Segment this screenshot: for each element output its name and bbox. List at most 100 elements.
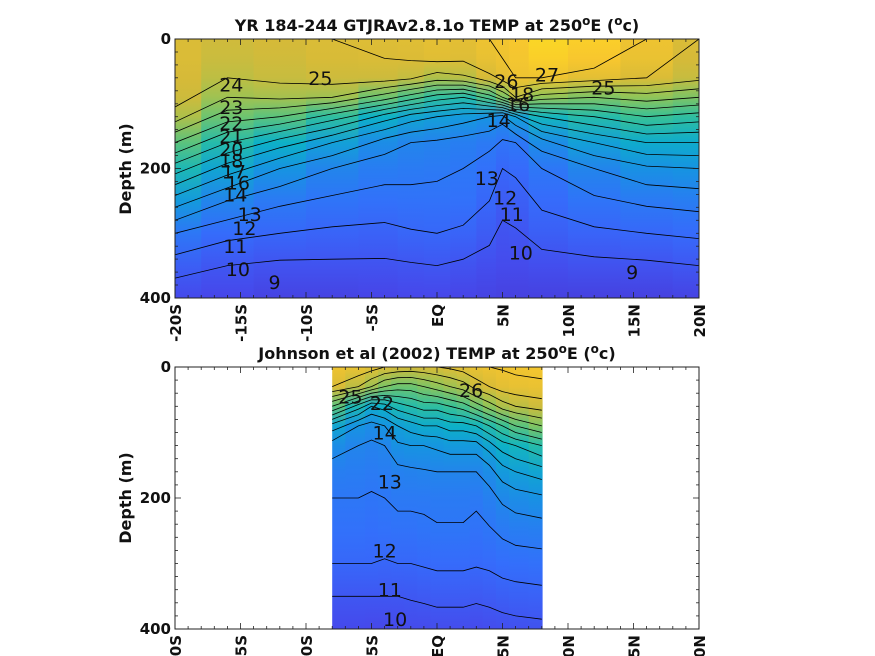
contour-line <box>332 595 542 620</box>
field-column <box>469 367 484 629</box>
x-tick-label: 10N <box>560 304 578 337</box>
contour-label: 22 <box>219 113 243 135</box>
contour-line <box>175 88 699 143</box>
contour-line <box>175 107 699 186</box>
contour-line <box>175 167 699 256</box>
contour-label: 22 <box>370 393 394 415</box>
field-column <box>358 39 399 298</box>
x-tick-label: -20S <box>167 304 185 342</box>
field-column <box>423 39 451 298</box>
contour-line <box>332 439 542 519</box>
y-tick-label: 400 <box>140 620 171 638</box>
top-panel: YR 184-244 GTJRAv2.8.1o TEMP at 250oE (o… <box>116 14 709 342</box>
bottom-y-axis-label: Depth (m) <box>116 452 135 544</box>
bottom-panel-title: Johnson et al (2002) TEMP at 250oE (oc) <box>257 342 615 363</box>
contour-line <box>332 558 542 586</box>
field-column <box>482 367 497 629</box>
contour-label: 25 <box>591 78 615 100</box>
contour-label: 18 <box>510 84 534 106</box>
contour-line <box>332 399 542 446</box>
contour-label: 16 <box>506 94 530 116</box>
x-tick-label: 15N <box>626 304 644 337</box>
contour-line <box>332 421 542 496</box>
contour-line <box>489 39 647 79</box>
contour-label: 26 <box>459 380 483 402</box>
contour-line <box>175 72 699 108</box>
x-tick-label: -20S <box>167 635 185 656</box>
contour-label: 20 <box>219 139 243 161</box>
field-column <box>430 367 445 629</box>
bottom-panel: Johnson et al (2002) TEMP at 250oE (oc) … <box>116 342 709 656</box>
field-column <box>443 367 458 629</box>
field-column <box>456 367 471 629</box>
contour-line <box>175 92 699 154</box>
contour-line <box>175 123 699 221</box>
contour-label: 10 <box>383 609 407 631</box>
x-tick-label: 20N <box>691 304 709 337</box>
contour-label: 9 <box>626 262 638 284</box>
contour-line <box>175 219 699 279</box>
contour-line <box>175 139 699 234</box>
contour-line <box>332 402 542 457</box>
contour-label: 10 <box>509 243 533 265</box>
contour-line <box>332 367 542 400</box>
contour-line <box>332 394 542 440</box>
bottom-axes: -20S -15S -10S -5S EQ 5N 10N 15N 20N 0 200 400 <box>140 358 709 656</box>
field-column <box>417 367 432 629</box>
contour-label: 14 <box>487 110 511 132</box>
contour-label: 12 <box>493 188 517 210</box>
y-tick-label: 0 <box>161 358 171 376</box>
contour-line <box>332 39 699 89</box>
field-column <box>528 367 543 629</box>
contour-line <box>332 383 542 427</box>
contour-line <box>332 389 542 433</box>
contour-label: 12 <box>232 218 256 240</box>
y-tick-label: 200 <box>140 489 171 507</box>
contour-label: 13 <box>475 168 499 190</box>
y-tick-label: 400 <box>140 289 171 307</box>
contour-label: 11 <box>223 236 247 258</box>
contour-label: 24 <box>219 74 243 96</box>
x-tick-label: -10S <box>298 304 316 342</box>
x-tick-label: 5N <box>495 635 513 656</box>
contour-line <box>332 370 542 411</box>
field-column <box>509 367 530 629</box>
x-tick-label: -15S <box>233 635 251 656</box>
x-tick-label: EQ <box>429 304 447 327</box>
contour-line <box>332 405 542 467</box>
bottom-plot-area: 25 22 26 14 13 12 11 10 <box>332 367 543 631</box>
field-column <box>397 39 425 298</box>
field-column <box>495 367 510 629</box>
contour-line <box>175 84 699 133</box>
x-tick-label: -15S <box>233 304 251 342</box>
contour-line <box>175 79 699 123</box>
contour-line <box>332 413 542 480</box>
x-tick-label: EQ <box>429 635 447 656</box>
x-tick-label: 5N <box>495 304 513 327</box>
x-tick-label: -5S <box>364 635 382 656</box>
contour-label: 17 <box>222 162 246 184</box>
contour-line <box>175 102 699 175</box>
contour-label: 11 <box>500 204 524 226</box>
contour-label: 13 <box>238 204 262 226</box>
contour-line <box>175 114 699 208</box>
contour-line <box>332 491 542 550</box>
contour-line <box>175 112 699 196</box>
contour-label: 26 <box>494 71 518 93</box>
field-column <box>476 39 497 298</box>
contour-label: 13 <box>378 472 402 494</box>
contour-label: 27 <box>535 65 559 87</box>
field-column <box>201 39 255 298</box>
contour-label: 25 <box>308 68 332 90</box>
contour-label: 23 <box>219 97 243 119</box>
contour-label: 11 <box>378 580 402 602</box>
contour-label: 16 <box>226 173 250 195</box>
field-column <box>620 39 674 298</box>
x-tick-label: -10S <box>298 635 316 656</box>
contour-line <box>332 376 542 419</box>
contour-label: 14 <box>223 184 247 206</box>
contour-line <box>175 96 699 164</box>
contour-label: 12 <box>373 540 397 562</box>
